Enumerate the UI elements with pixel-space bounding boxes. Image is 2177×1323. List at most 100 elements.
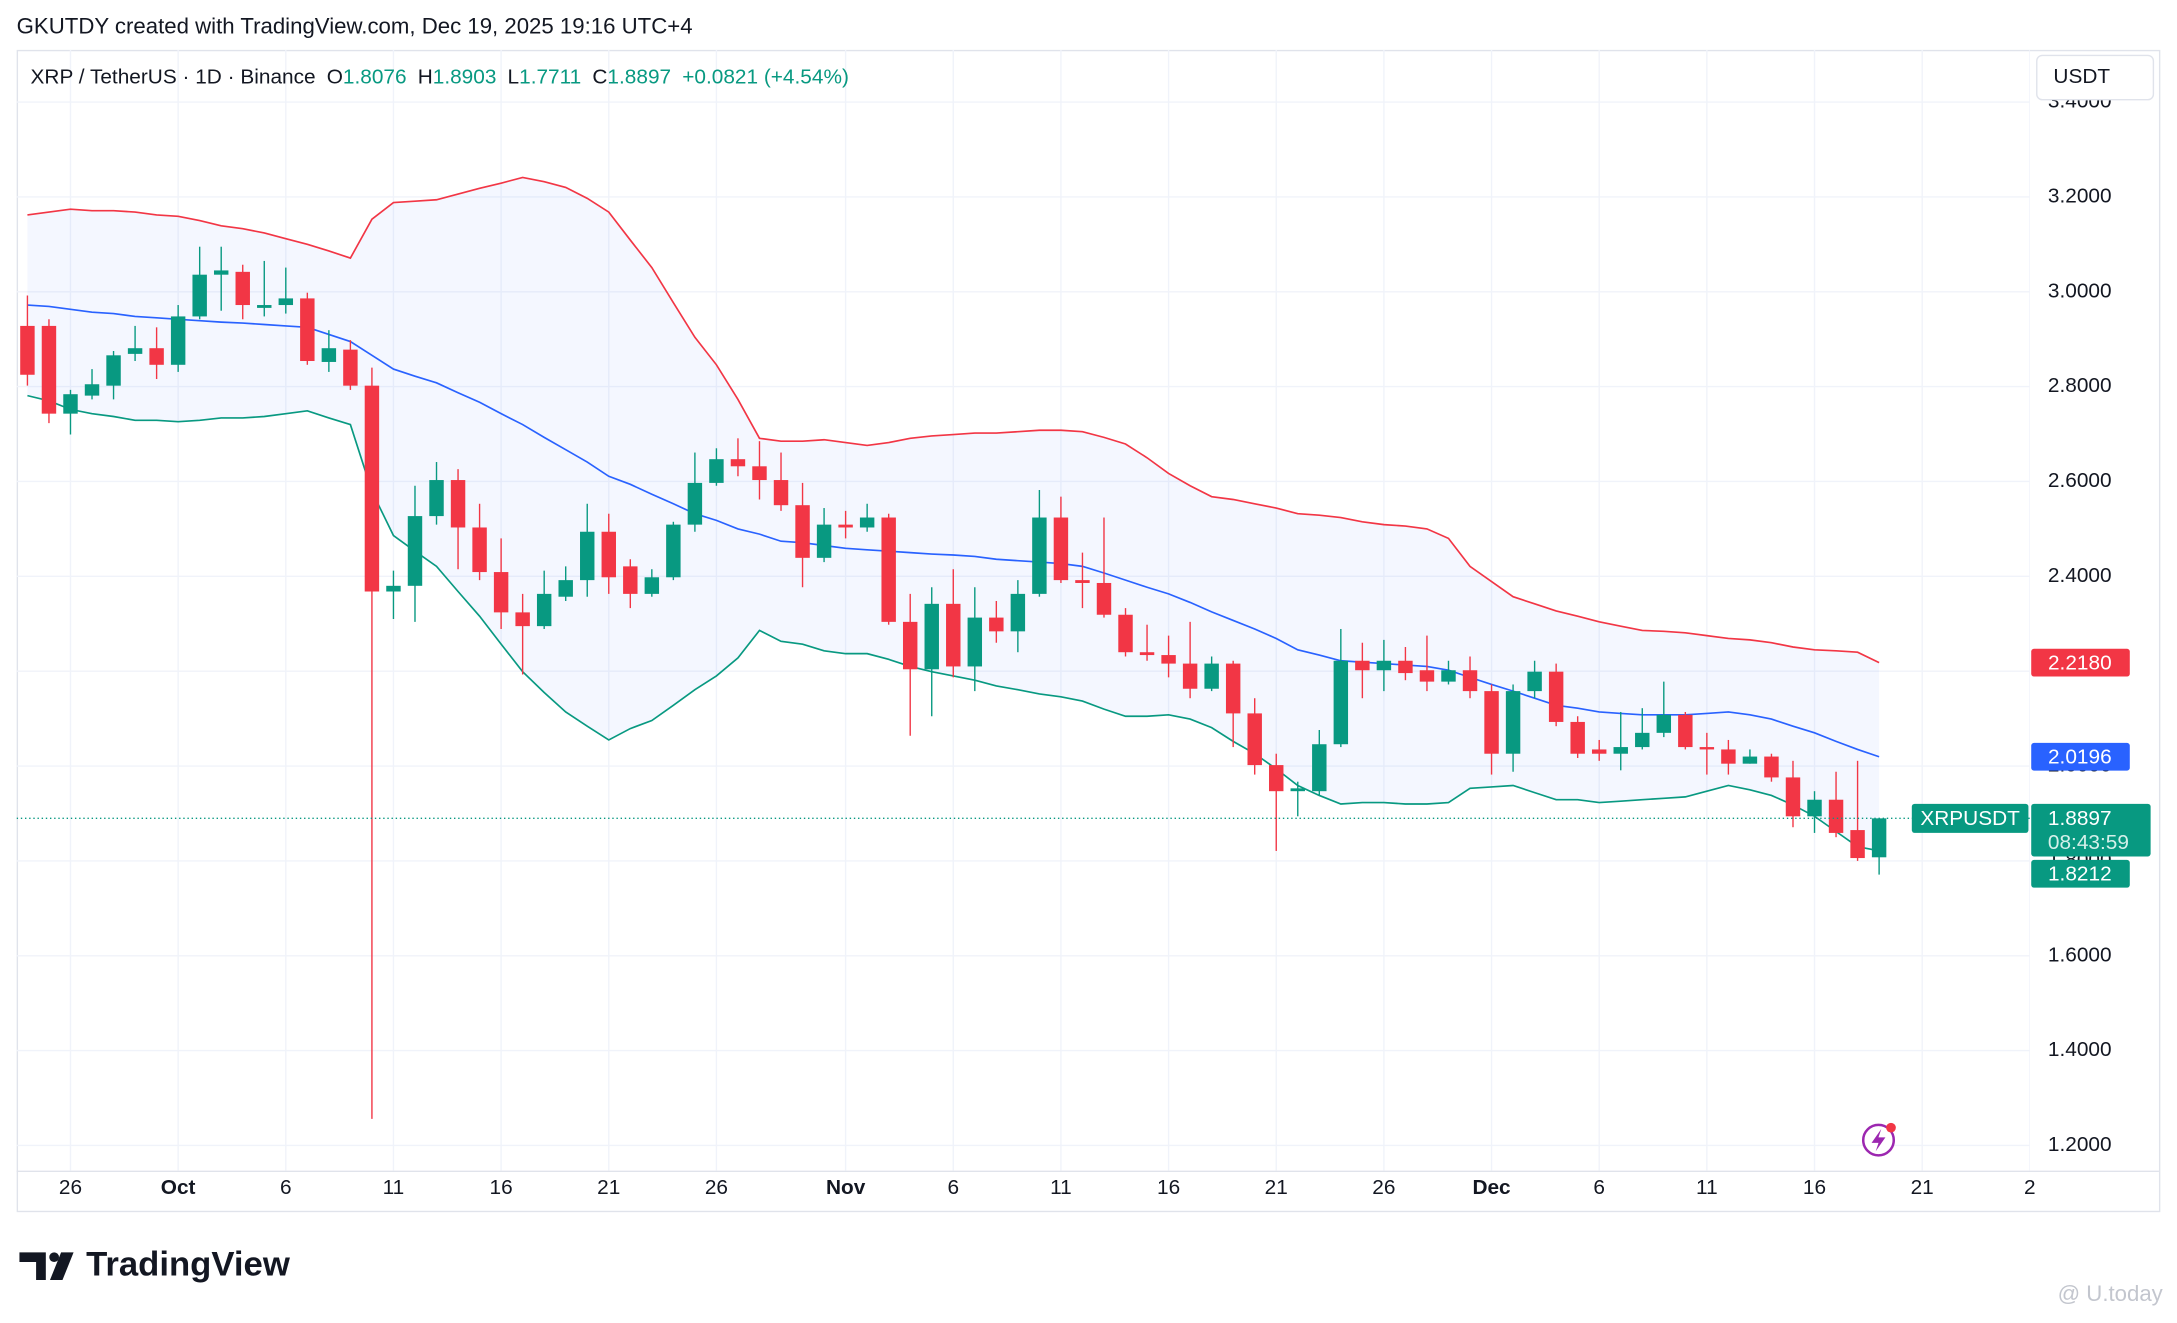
chart-frame: [16, 49, 2161, 1213]
alert-icon[interactable]: [1861, 1122, 1896, 1157]
candle-body: [407, 516, 423, 586]
countdown: 08:43:59: [2048, 831, 2129, 854]
candle-body: [601, 531, 616, 578]
x-tick-label: 6: [947, 1176, 959, 1199]
y-tick-label: 2.4000: [2048, 564, 2112, 587]
candle-body: [1764, 756, 1779, 778]
upper-band-tag-box: [2031, 648, 2130, 677]
candle-body: [666, 524, 681, 578]
candle-body: [1527, 671, 1542, 692]
candle-body: [795, 505, 810, 558]
candle-body: [1871, 818, 1887, 858]
candle-body: [1161, 655, 1176, 664]
candle-body: [192, 274, 207, 317]
candle-body: [838, 524, 853, 528]
middle-band-tag-box: [2031, 742, 2130, 771]
x-tick-label: Nov: [826, 1176, 866, 1199]
x-tick-label: 11: [1696, 1176, 1718, 1199]
x-tick-label: 2: [2024, 1176, 2036, 1199]
legend-line: XRP / TetherUS · 1D · Binance O1.8076 H1.8…: [31, 65, 849, 88]
symbol-title: XRP / TetherUS · 1D · Binance: [31, 65, 316, 88]
y-tick-label: 2.6000: [2048, 469, 2112, 492]
band-line: [27, 176, 1880, 664]
y-tick-label: 1.4000: [2048, 1038, 2112, 1061]
candle-body: [472, 527, 487, 573]
x-tick-label: 6: [280, 1176, 292, 1199]
ohlc-letter: L: [508, 65, 520, 88]
lower-band-tag-box: [2031, 859, 2130, 888]
candle-body: [730, 459, 746, 467]
candle-body: [1333, 660, 1349, 745]
y-tick-label: 2.8000: [2048, 374, 2112, 397]
candle-body: [1484, 691, 1499, 754]
x-tick-label: 21: [597, 1176, 620, 1199]
last-price-label: 1.8897: [2048, 807, 2112, 830]
candle-body: [989, 617, 1004, 632]
band-line: [27, 304, 1880, 758]
candle-body: [1139, 652, 1155, 656]
candle-body: [300, 298, 315, 362]
candle-body: [20, 325, 35, 375]
candle-body: [1742, 756, 1758, 764]
symbol-tag-box: [1911, 803, 2029, 833]
x-tick-label: 26: [1372, 1176, 1395, 1199]
candle-body: [580, 531, 595, 581]
candle-body: [709, 459, 724, 483]
candle-body: [1613, 747, 1628, 754]
candle-body: [1462, 670, 1478, 692]
candle-body: [644, 577, 660, 594]
ohlc-letter: H: [418, 65, 433, 88]
candle-body: [752, 466, 767, 481]
ohlc-letter: O: [327, 65, 343, 88]
alert-bolt[interactable]: [1871, 1129, 1886, 1152]
x-tick-label: 16: [1157, 1176, 1180, 1199]
candle-body: [429, 480, 444, 517]
y-tick-label: 3.2000: [2048, 184, 2112, 207]
candle-body: [257, 305, 272, 308]
ohlc-value: 1.8076: [343, 65, 407, 88]
ohlc-value: 1.8903: [433, 65, 497, 88]
candle-body: [1505, 691, 1521, 754]
candle-body: [859, 517, 875, 528]
currency-button[interactable]: USDT: [2036, 54, 2155, 101]
x-tick-label: Dec: [1472, 1176, 1510, 1199]
candle-body: [84, 384, 100, 396]
candle-body: [536, 593, 552, 627]
candle-body: [1419, 670, 1435, 682]
candle-body: [1204, 663, 1219, 689]
x-tick-label: 11: [383, 1176, 405, 1199]
candle-body: [127, 348, 143, 354]
candle-body: [1591, 749, 1607, 754]
candle-body: [924, 603, 939, 670]
x-tick-label: 21: [1265, 1176, 1288, 1199]
candle-body: [1828, 799, 1844, 833]
candle-body: [773, 480, 789, 506]
candle-body: [1032, 517, 1047, 594]
alert-dot[interactable]: [1886, 1122, 1896, 1133]
candle-body: [967, 617, 983, 667]
candle-body: [1247, 713, 1262, 766]
logo-t: [19, 1252, 46, 1281]
candle-body: [1548, 671, 1564, 722]
band-fill: [27, 177, 1880, 851]
candle-body: [902, 621, 918, 670]
logo-v: [49, 1252, 74, 1281]
symbol-tag: XRPUSDT: [1920, 807, 2020, 830]
ohlc-value: 1.8897: [607, 65, 671, 88]
candle-body: [687, 482, 703, 525]
currency-button-box[interactable]: [2036, 54, 2155, 101]
candle-body: [946, 603, 961, 667]
candle-body: [450, 480, 466, 528]
currency-label[interactable]: USDT: [2053, 65, 2110, 88]
candle-body: [1785, 777, 1801, 817]
candle-body: [278, 298, 294, 306]
candle-body: [106, 355, 121, 386]
candle-body: [1096, 582, 1112, 615]
candle-body: [558, 580, 573, 597]
candle-body: [1376, 660, 1392, 671]
ohlc-value: 1.7711: [519, 65, 581, 88]
x-tick-label: 21: [1911, 1176, 1934, 1199]
candle-body: [170, 316, 186, 365]
